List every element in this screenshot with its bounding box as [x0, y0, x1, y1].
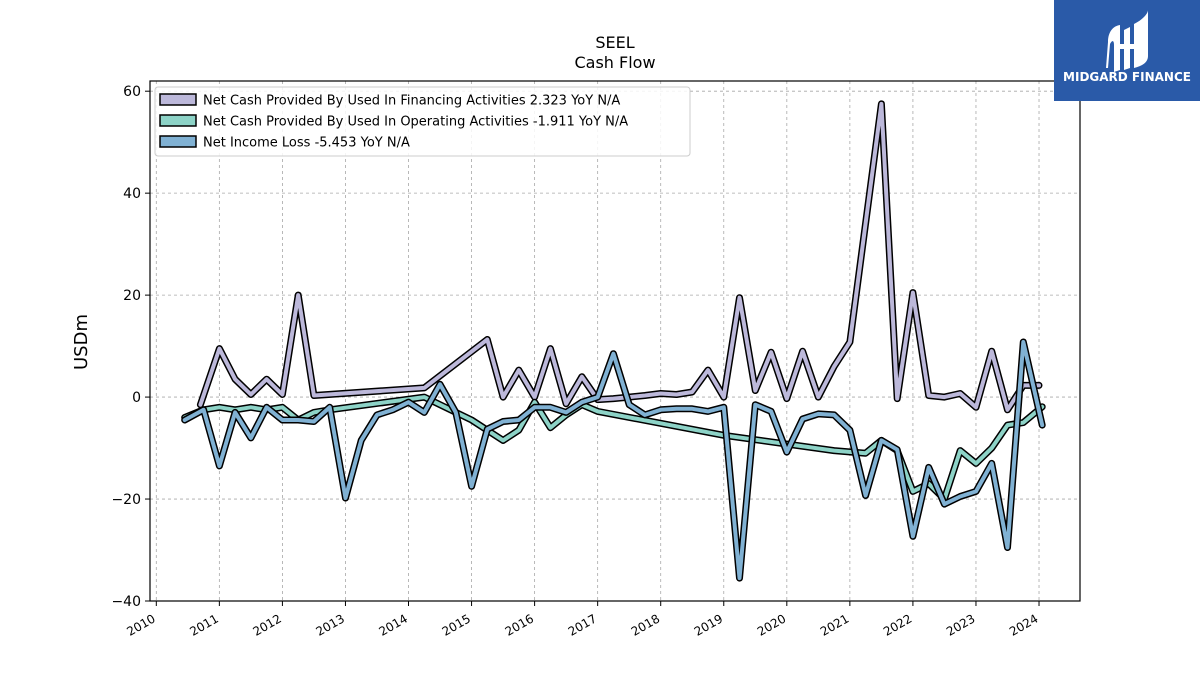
- series-financing: [196, 100, 1043, 414]
- x-tick-label: 2019: [692, 611, 725, 638]
- x-axis: 2010 2011 2012 2013 2014 2015 2016 2017 2018 2019…: [124, 601, 1041, 639]
- legend-label-financing: Net Cash Provided By Used In Financing A…: [203, 94, 620, 109]
- series-line: [182, 340, 1045, 581]
- series-layer: [181, 100, 1046, 582]
- x-tick-label: 2013: [314, 611, 347, 638]
- x-tick-label: 2022: [881, 611, 914, 638]
- legend-swatch-operating: [159, 114, 197, 127]
- x-tick-label: 2024: [1007, 611, 1040, 638]
- series-operating: [181, 393, 1046, 503]
- x-tick-label: 2010: [124, 611, 157, 638]
- y-tick-label: 0: [132, 390, 141, 406]
- x-tick-label: 2014: [377, 611, 410, 638]
- x-tick-label: 2020: [755, 611, 788, 638]
- x-tick-label: 2017: [566, 611, 599, 638]
- legend-box: [154, 86, 691, 157]
- y-tick-label: 20: [123, 288, 141, 304]
- series-net-income: [181, 338, 1046, 582]
- x-tick-label: 2016: [503, 611, 536, 638]
- y-axis-label: USDm: [71, 314, 92, 370]
- legend-label-operating: Net Cash Provided By Used In Operating A…: [203, 115, 628, 130]
- legend-label-net-income: Net Income Loss -5.453 YoY N/A: [203, 136, 410, 151]
- legend-swatch-net-income: [159, 135, 197, 148]
- y-tick-label: −20: [111, 492, 141, 508]
- y-tick-label: 40: [123, 186, 141, 202]
- series-line: [198, 101, 1041, 412]
- x-tick-label: 2011: [187, 611, 220, 638]
- x-tick-label: 2018: [629, 611, 662, 638]
- plot-frame: [149, 80, 1081, 602]
- legend-swatch-financing: [159, 93, 197, 106]
- midgard-logo-icon: [1106, 10, 1148, 72]
- y-axis: −40 −20 0 20 40 60: [111, 84, 150, 610]
- x-tick-label: 2012: [250, 611, 283, 638]
- x-tick-label: 2023: [944, 611, 977, 638]
- x-tick-label: 2015: [440, 611, 473, 638]
- brand-logo: MIDGARD FINANCE: [1054, 0, 1200, 101]
- y-tick-label: 60: [123, 84, 141, 100]
- legend: Net Cash Provided By Used In Financing A…: [154, 86, 691, 157]
- chart-title: SEEL: [595, 33, 634, 52]
- brand-name: MIDGARD FINANCE: [1063, 70, 1191, 84]
- x-tick-label: 2021: [818, 611, 851, 638]
- y-tick-label: −40: [111, 594, 141, 610]
- chart-subtitle: Cash Flow: [574, 53, 655, 72]
